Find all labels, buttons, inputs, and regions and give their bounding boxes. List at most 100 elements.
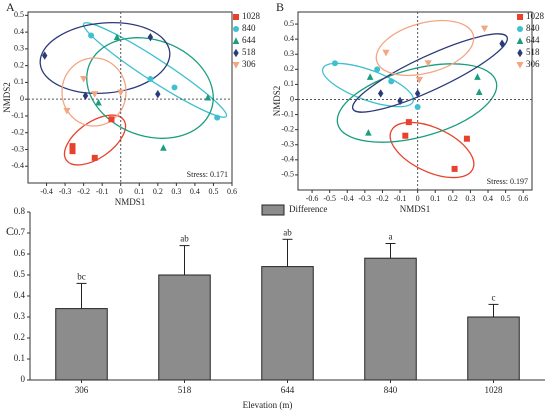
annotation: Stress: 0.197	[487, 177, 528, 186]
point	[80, 76, 88, 83]
legend-label: 644	[526, 35, 540, 45]
y-tick-label: -0.2	[11, 128, 24, 137]
y-tick-label: 0.1	[284, 79, 294, 88]
legend-marker	[516, 37, 524, 44]
point	[414, 104, 421, 111]
legend-marker	[517, 26, 523, 32]
x-tick-label: 0.6	[518, 194, 528, 203]
point	[95, 98, 102, 106]
x-axis-label: Elevation (m)	[243, 400, 293, 410]
bar	[467, 316, 520, 381]
y-tick-label: 0.4	[14, 27, 24, 36]
y-tick-label: 0.6	[14, 248, 26, 258]
significance-label: a	[389, 232, 393, 242]
point	[377, 89, 384, 98]
x-tick-label: -0.5	[323, 194, 336, 203]
legend-marker	[516, 62, 524, 69]
ellipse	[375, 19, 475, 77]
point	[82, 91, 89, 101]
y-tick-label: 0.7	[14, 227, 26, 237]
panel-label: A	[6, 0, 15, 14]
point	[117, 89, 125, 97]
x-tick-label: 306	[75, 385, 89, 395]
y-tick-label: 0.5	[284, 19, 294, 28]
legend-marker	[232, 37, 240, 44]
x-axis-label: NMDS1	[115, 197, 146, 207]
x-tick-label: 0.3	[171, 187, 181, 196]
y-axis-label: NMDS2	[272, 86, 282, 117]
point	[147, 32, 154, 42]
x-tick-label: 0.2	[153, 187, 163, 196]
point	[88, 32, 95, 39]
y-tick-label: 0	[20, 94, 24, 103]
ellipse	[82, 22, 228, 118]
y-tick-label: 0.3	[284, 49, 294, 58]
panel-label: C	[6, 224, 14, 238]
y-tick-label: 0.4	[284, 34, 294, 43]
legend-label: 518	[242, 47, 256, 57]
legend-label: 1028	[242, 11, 261, 21]
x-tick-label: 0.1	[134, 187, 144, 196]
y-tick-label: 0.4	[14, 290, 26, 300]
y-tick-label: -0.1	[11, 111, 24, 120]
legend-label: 644	[242, 35, 256, 45]
point	[451, 165, 458, 172]
panel-label: B	[276, 0, 284, 14]
ellipses-a	[39, 22, 228, 166]
y-tick-label: 0.3	[14, 311, 26, 321]
point	[374, 66, 381, 73]
legend-label: 840	[242, 23, 256, 33]
legend-label: 306	[526, 59, 540, 69]
ellipse	[389, 121, 475, 179]
legend-label: 518	[526, 47, 540, 57]
point	[214, 114, 221, 121]
x-tick-label: -0.1	[394, 194, 407, 203]
y-tick-label: 0.5	[14, 10, 24, 19]
legend-marker	[232, 62, 240, 69]
y-tick-label: 0.1	[14, 77, 24, 86]
ellipse	[86, 37, 214, 139]
legend-marker	[517, 14, 523, 20]
x-tick-label: 0	[416, 194, 420, 203]
x-tick-label: 0.2	[448, 194, 458, 203]
plot-frame	[297, 11, 533, 191]
point	[171, 84, 178, 91]
y-tick-label: -0.4	[281, 155, 294, 164]
legend-label: Difference	[289, 204, 327, 214]
x-tick-label: 0.4	[190, 187, 200, 196]
point	[204, 93, 212, 101]
point	[69, 148, 76, 155]
y-tick-label: -0.5	[281, 170, 294, 179]
x-tick-label: 1028	[485, 385, 504, 395]
point	[405, 119, 412, 126]
x-tick-label: 0.3	[465, 194, 475, 203]
y-tick-label: -0.3	[281, 140, 294, 149]
bar	[364, 257, 417, 381]
x-tick-label: 0.5	[208, 187, 218, 196]
point	[69, 143, 76, 150]
y-tick-label: 0	[290, 94, 294, 103]
point	[147, 76, 154, 83]
ellipse	[39, 22, 171, 94]
point	[382, 49, 390, 57]
point	[160, 144, 167, 151]
y-tick-label: 0.8	[14, 206, 26, 216]
legend-label: 1028	[526, 11, 545, 21]
y-tick-label: 0.2	[14, 60, 24, 69]
x-tick-label: -0.1	[96, 187, 109, 196]
significance-label: ab	[180, 234, 189, 244]
y-tick-label: 0.1	[14, 353, 25, 363]
point	[402, 132, 409, 139]
ellipse	[336, 63, 498, 143]
legend-marker	[233, 48, 239, 58]
x-tick-label: -0.2	[376, 194, 389, 203]
legend-marker	[233, 14, 239, 20]
y-tick-label: 0.2	[14, 332, 25, 342]
point	[91, 91, 99, 98]
x-tick-label: -0.3	[359, 194, 372, 203]
ellipse	[351, 33, 509, 113]
x-tick-label: -0.3	[59, 187, 72, 196]
bar	[55, 308, 108, 381]
point	[155, 89, 161, 99]
